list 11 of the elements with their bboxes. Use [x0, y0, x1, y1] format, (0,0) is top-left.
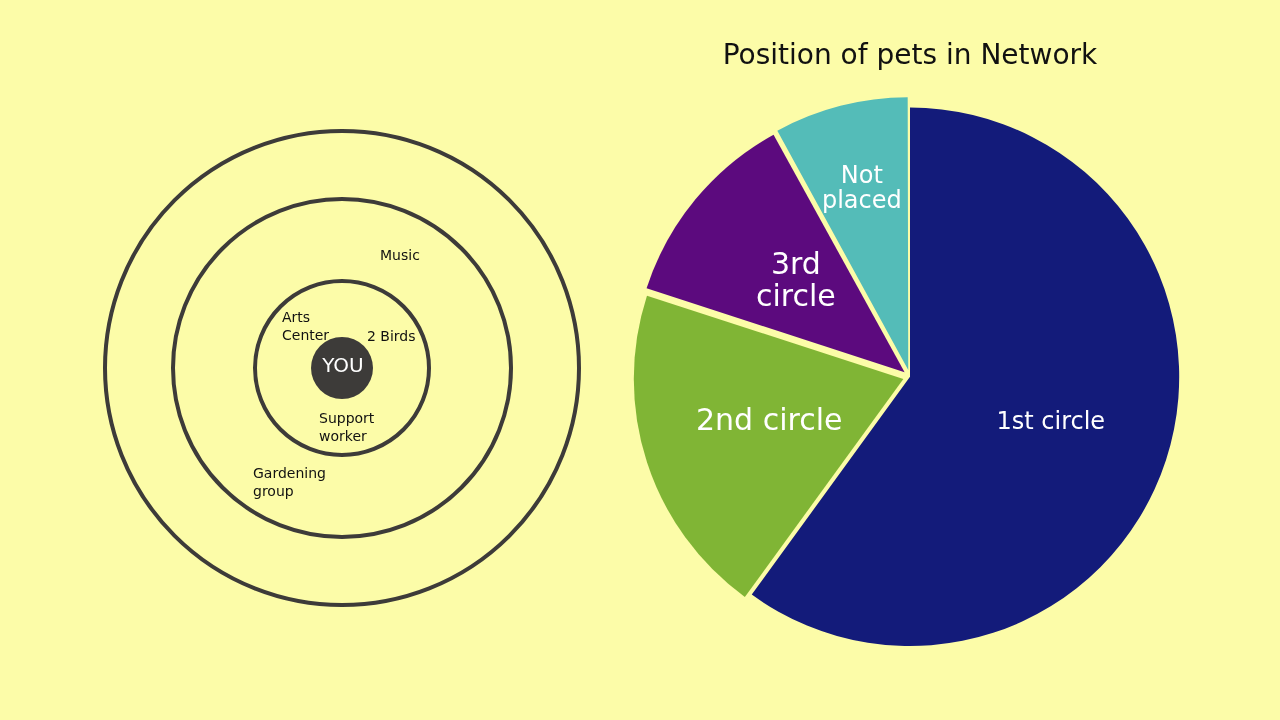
slice-label: 2nd circle — [695, 402, 843, 438]
slice-label: Not placed — [821, 160, 902, 214]
text: Gardening group — [253, 464, 327, 500]
text: Music — [380, 246, 421, 264]
text: Support worker — [319, 409, 376, 445]
text: YOU — [321, 353, 365, 377]
text: 2 Birds — [367, 327, 417, 345]
slice-label: 3rd circle — [756, 246, 836, 313]
text: Arts Center — [282, 308, 331, 344]
chart-title: Position of pets in Network — [722, 38, 1099, 72]
slice-label: 1st circle — [996, 406, 1106, 435]
